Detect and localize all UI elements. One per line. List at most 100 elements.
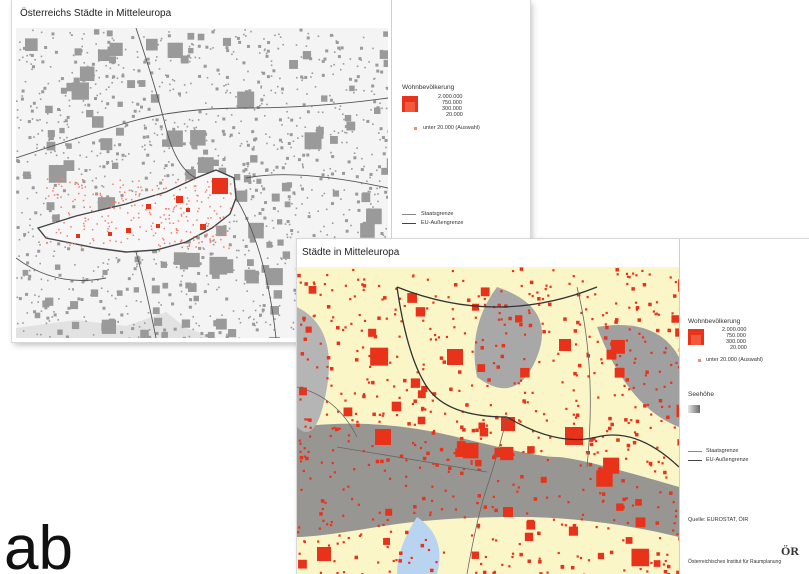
city-marker (343, 189, 346, 191)
city-marker (405, 475, 408, 478)
city-marker (81, 281, 84, 284)
city-marker (287, 116, 290, 119)
city-marker (491, 538, 495, 541)
city-marker (333, 236, 336, 238)
city-marker (334, 170, 337, 172)
city-marker (187, 32, 195, 40)
city-marker (663, 470, 667, 475)
city-marker (546, 571, 549, 574)
city-marker (317, 111, 320, 113)
city-marker (204, 234, 208, 238)
city-marker (31, 301, 33, 304)
city-marker (192, 43, 194, 46)
city-marker (432, 301, 435, 304)
city-marker (306, 110, 310, 114)
city-marker (381, 136, 385, 140)
city-marker (247, 317, 250, 319)
oir-logo: ÖR (781, 544, 799, 558)
city-marker (376, 187, 378, 190)
city-marker (396, 355, 399, 358)
city-marker (635, 274, 638, 277)
city-marker (650, 351, 653, 354)
city-marker (325, 208, 328, 211)
city-marker (243, 105, 247, 109)
city-marker (127, 277, 131, 281)
city-marker (476, 501, 479, 505)
city-marker (635, 308, 639, 311)
small-cities-label: unter 20.000 (Auswahl) (706, 357, 763, 363)
small-city-marker (163, 227, 166, 230)
city-marker (83, 33, 85, 35)
city-marker (674, 280, 677, 284)
city-marker (116, 57, 119, 60)
city-marker (596, 470, 613, 487)
city-marker (39, 118, 41, 121)
city-marker (591, 317, 594, 321)
city-marker (158, 68, 161, 70)
city-marker (362, 284, 367, 288)
city-marker (159, 181, 163, 185)
small-city-marker (78, 186, 80, 188)
city-marker (625, 457, 628, 460)
small-city-marker (219, 217, 222, 220)
city-marker (353, 156, 357, 160)
small-city-marker (222, 233, 225, 235)
city-marker (410, 378, 421, 388)
city-marker (260, 192, 262, 194)
city-marker (606, 349, 617, 360)
city-marker (348, 77, 352, 81)
city-marker (244, 167, 248, 171)
city-marker (479, 468, 482, 472)
city-marker (316, 126, 324, 135)
city-marker (26, 312, 29, 314)
city-marker (105, 74, 109, 78)
city-marker (56, 107, 60, 111)
small-city-marker (82, 199, 85, 202)
city-marker (588, 462, 593, 467)
city-marker (265, 54, 269, 58)
city-marker (16, 296, 19, 299)
small-city-marker (209, 238, 211, 240)
city-marker (485, 424, 488, 427)
city-marker (67, 306, 71, 310)
city-marker (212, 240, 214, 242)
small-city-marker (53, 194, 56, 196)
city-marker (242, 239, 245, 242)
city-marker (143, 36, 145, 38)
city-marker (378, 180, 381, 182)
city-marker (357, 278, 360, 281)
city-marker (85, 156, 88, 159)
city-marker (258, 44, 262, 48)
city-marker (411, 402, 415, 406)
city-marker (225, 91, 227, 94)
city-marker (168, 293, 172, 297)
city-marker (197, 44, 201, 48)
city-marker (635, 499, 642, 506)
city-marker (475, 341, 478, 344)
city-marker (330, 172, 334, 176)
city-marker (301, 135, 304, 138)
city-marker (116, 290, 123, 296)
small-city-marker (77, 183, 80, 185)
city-marker (216, 68, 220, 72)
city-marker (245, 189, 248, 191)
city-marker (239, 145, 242, 147)
city-marker (44, 306, 48, 310)
city-marker (266, 103, 268, 106)
city-marker (197, 119, 200, 121)
city-marker (125, 305, 128, 308)
city-marker (130, 189, 133, 192)
small-city-marker (83, 225, 85, 227)
city-marker (527, 446, 535, 454)
city-marker (261, 71, 263, 74)
city-marker (27, 49, 30, 52)
city-marker (173, 80, 176, 82)
city-marker (386, 518, 389, 522)
city-marker (422, 456, 427, 461)
city-marker (26, 197, 29, 200)
city-marker (115, 127, 124, 136)
city-marker (286, 219, 290, 223)
city-marker (72, 288, 74, 290)
city-marker (225, 84, 227, 86)
city-marker (356, 349, 359, 353)
